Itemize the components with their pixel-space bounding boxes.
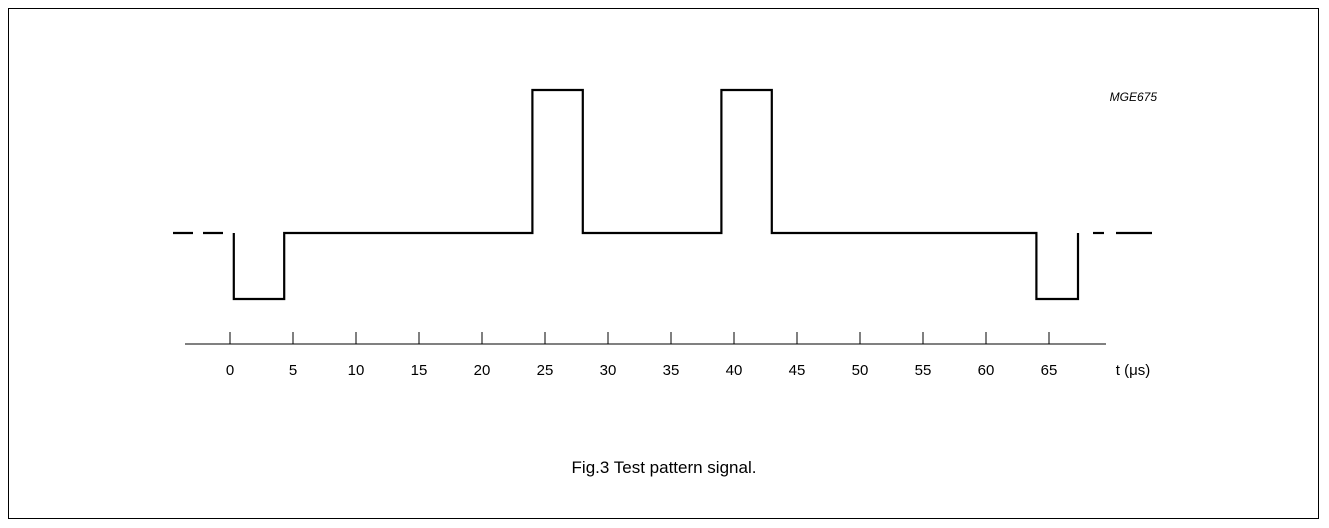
axis-tick-label: 25 <box>537 362 554 379</box>
figure-frame <box>8 8 1319 519</box>
axis-tick-label: 30 <box>600 362 617 379</box>
axis-tick-label: 35 <box>663 362 680 379</box>
axis-tick-label: 60 <box>978 362 995 379</box>
axis-tick-label: 15 <box>411 362 428 379</box>
axis-tick-label: 10 <box>348 362 365 379</box>
axis-unit-label: t (μs) <box>1116 362 1150 379</box>
axis-tick-label: 5 <box>289 362 297 379</box>
axis-tick-label: 45 <box>789 362 806 379</box>
axis-tick-label: 40 <box>726 362 743 379</box>
axis-tick-label: 0 <box>226 362 234 379</box>
axis-tick-label: 20 <box>474 362 491 379</box>
figure-code: MGE675 <box>1110 90 1158 104</box>
axis-tick-label: 65 <box>1041 362 1058 379</box>
axis-ticks <box>229 332 1050 344</box>
axis-tick-label: 50 <box>852 362 869 379</box>
figure-caption: Fig.3 Test pattern signal. <box>572 458 757 477</box>
axis-tick-label: 55 <box>915 362 932 379</box>
axis-tick-labels: 0 5 10 15 20 25 30 35 40 45 50 55 60 65 <box>226 362 1058 379</box>
signal-waveform <box>232 88 1080 301</box>
